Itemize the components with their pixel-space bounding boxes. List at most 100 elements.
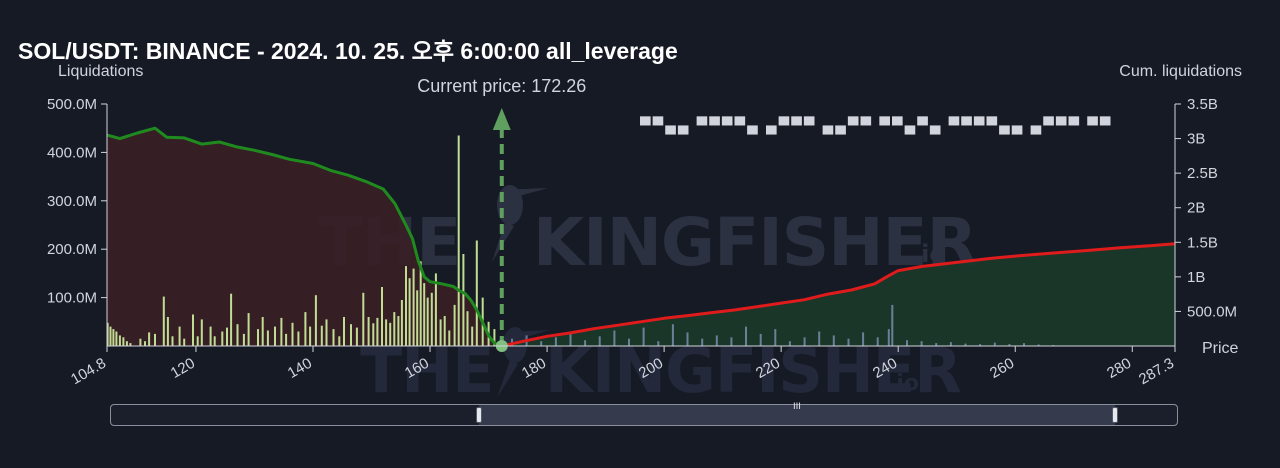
long-liquidation-bar bbox=[297, 331, 300, 346]
long-liquidation-bar bbox=[453, 304, 456, 346]
long-cum-line bbox=[106, 126, 503, 348]
long-liquidation-bar bbox=[221, 331, 224, 346]
current-price-arrow-icon bbox=[492, 108, 511, 130]
watermark-suffix: .io bbox=[888, 371, 919, 396]
short-liquidation-bar bbox=[554, 337, 557, 346]
short-liquidation-bar bbox=[803, 337, 806, 346]
y2-tick-label: 2.5B bbox=[1187, 165, 1218, 182]
cumulative-area-fills bbox=[107, 128, 1175, 346]
long-liquidation-bar bbox=[423, 283, 426, 346]
long-liquidation-bar bbox=[355, 327, 358, 346]
zoom-window[interactable] bbox=[478, 405, 1116, 425]
short-liquidation-bar bbox=[540, 341, 543, 346]
long-liquidation-bar bbox=[376, 317, 379, 346]
short-liquidation-bar bbox=[657, 341, 660, 346]
y-tick-label: 300.0M bbox=[47, 193, 97, 210]
long-liquidation-bar bbox=[171, 336, 174, 346]
short-liquidation-bar bbox=[686, 332, 689, 346]
short-liquidation-bar bbox=[1037, 344, 1040, 346]
x-tick-label: 287.3 bbox=[1136, 355, 1177, 388]
long-liquidation-bar bbox=[448, 330, 451, 346]
long-liquidation-bar bbox=[389, 322, 392, 346]
current-price-marker: Current price: 172.26 bbox=[417, 76, 586, 352]
y2-tick-label: 3B bbox=[1187, 131, 1205, 148]
long-liquidation-bar bbox=[493, 329, 496, 346]
y-tick-label: 500.0M bbox=[47, 96, 97, 113]
y2-tick-label: 1B bbox=[1187, 269, 1205, 286]
long-liquidation-bar bbox=[471, 326, 474, 346]
long-liquidation-bar bbox=[325, 319, 328, 346]
long-liquidation-bar bbox=[118, 335, 121, 346]
long-liquidation-bar bbox=[466, 311, 469, 346]
long-liquidation-bar bbox=[385, 319, 388, 346]
long-liquidation-bar bbox=[412, 268, 415, 346]
long-liquidation-bar bbox=[343, 317, 345, 346]
long-liquidation-bar bbox=[109, 326, 112, 346]
short-liquidation-bar bbox=[935, 343, 938, 346]
long-liquidation-bar bbox=[362, 292, 365, 346]
long-liquidation-bar bbox=[332, 329, 335, 346]
zoom-handle-right[interactable] bbox=[1112, 407, 1119, 423]
long-liquidation-bar bbox=[314, 295, 317, 346]
long-liquidation-bar bbox=[166, 317, 169, 346]
long-liquidation-bar bbox=[236, 324, 239, 346]
long-liquidation-bar bbox=[381, 287, 383, 346]
long-liquidation-bar bbox=[291, 322, 294, 346]
zoom-slider[interactable]: III bbox=[110, 402, 1178, 426]
long-liquidation-bar bbox=[372, 323, 375, 346]
x-tick-label: 104.8 bbox=[68, 355, 109, 388]
liquidation-bars bbox=[106, 135, 1055, 346]
short-liquidation-bar bbox=[891, 304, 894, 346]
short-liquidation-bar bbox=[642, 327, 645, 346]
long-liquidation-bar bbox=[178, 326, 181, 346]
long-liquidation-bar bbox=[183, 338, 186, 346]
short-cum-line bbox=[501, 242, 1176, 348]
short-liquidation-bar bbox=[887, 329, 890, 346]
short-liquidation-bar bbox=[671, 324, 674, 346]
long-liquidation-bar bbox=[397, 316, 400, 346]
short-liquidation-bar bbox=[1008, 344, 1011, 346]
long-liquidation-bar bbox=[257, 329, 259, 346]
long-liquidation-bar bbox=[419, 261, 422, 346]
short-liquidation-bar bbox=[745, 326, 747, 346]
short-liquidation-bar bbox=[584, 340, 587, 346]
y2-tick-label: 500.0M bbox=[1187, 303, 1237, 320]
y2-tick-label: 3.5B bbox=[1187, 96, 1218, 113]
long-liquidation-bar bbox=[192, 314, 194, 346]
long-liquidation-bar bbox=[125, 341, 128, 346]
long-liquidation-bar bbox=[309, 326, 312, 346]
short-liquidation-bar bbox=[818, 331, 821, 346]
long-liquidation-bar bbox=[230, 293, 233, 346]
long-liquidation-bar bbox=[426, 297, 429, 346]
current-price-label: Current price: 172.26 bbox=[417, 76, 586, 96]
short-liquidation-bar bbox=[715, 335, 718, 346]
long-liquidation-bar bbox=[443, 316, 446, 346]
y2-tick-label: 1.5B bbox=[1187, 234, 1218, 251]
cumulative-lines bbox=[106, 126, 1176, 348]
long-liquidation-bar bbox=[162, 296, 165, 346]
long-liquidation-bar bbox=[266, 330, 269, 346]
short-liquidation-bar bbox=[1023, 343, 1025, 346]
short-liquidation-bar bbox=[979, 344, 982, 346]
x-tick-label: 260 bbox=[987, 355, 1017, 382]
long-liquidation-bar bbox=[393, 312, 396, 346]
long-liquidation-bar bbox=[112, 329, 115, 346]
long-liquidation-bar bbox=[148, 332, 151, 346]
y2-axis-title: Cum. liquidations bbox=[1119, 63, 1242, 80]
chart-title: SOL/USDT: BINANCE - 2024. 10. 25. 오후 6:0… bbox=[18, 38, 678, 64]
long-liquidation-bar bbox=[209, 326, 212, 346]
long-liquidation-bar bbox=[400, 300, 403, 346]
short-liquidation-bar bbox=[993, 342, 996, 346]
long-liquidation-bar bbox=[475, 240, 478, 346]
short-liquidation-bar bbox=[832, 335, 835, 346]
zoom-handle-left[interactable] bbox=[475, 407, 482, 423]
long-liquidation-bar bbox=[154, 333, 156, 346]
short-liquidation-bar bbox=[759, 333, 762, 346]
zoom-grip-icon[interactable]: III bbox=[792, 402, 801, 412]
short-liquidation-bar bbox=[774, 329, 777, 346]
long-liquidation-bar bbox=[434, 273, 437, 346]
x-tick-label: 280 bbox=[1104, 355, 1134, 382]
long-liquidation-bar bbox=[285, 333, 288, 346]
